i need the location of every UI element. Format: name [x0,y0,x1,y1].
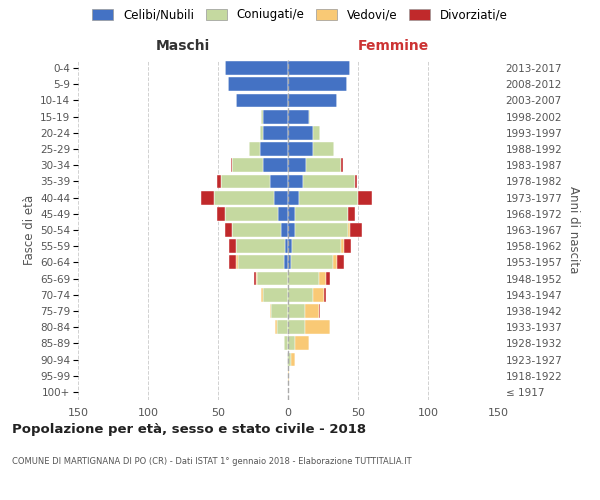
Bar [288,190,299,204]
Bar [295,223,348,237]
Bar [221,174,270,188]
Bar [341,240,344,253]
Bar [288,207,295,220]
Bar [262,110,263,124]
Bar [236,94,288,108]
Bar [325,288,326,302]
Bar [288,126,313,140]
Bar [257,272,288,285]
Bar [260,142,288,156]
Bar [263,126,288,140]
Bar [288,174,304,188]
Bar [295,207,348,220]
Bar [288,304,305,318]
Bar [313,126,320,140]
Bar [288,320,305,334]
Bar [217,207,225,220]
Bar [306,158,341,172]
Bar [350,223,362,237]
Text: Popolazione per età, sesso e stato civile - 2018: Popolazione per età, sesso e stato civil… [12,422,366,436]
Bar [228,78,288,91]
Text: COMUNE DI MARTIGNANA DI PO (CR) - Dati ISTAT 1° gennaio 2018 - Elaborazione TUTT: COMUNE DI MARTIGNANA DI PO (CR) - Dati I… [12,458,412,466]
Bar [288,110,309,124]
Bar [344,240,351,253]
Text: Femmine: Femmine [358,38,428,52]
Bar [271,304,288,318]
Y-axis label: Fasce di età: Fasce di età [23,195,36,265]
Bar [236,256,238,270]
Bar [288,352,291,366]
Bar [236,240,285,253]
Bar [263,110,288,124]
Bar [291,256,333,270]
Bar [229,256,236,270]
Bar [254,272,256,285]
Bar [333,256,337,270]
Bar [337,256,344,270]
Bar [288,223,295,237]
Bar [232,223,281,237]
Bar [263,158,288,172]
Bar [214,190,274,204]
Bar [309,110,310,124]
Bar [238,256,284,270]
Bar [355,174,356,188]
Bar [358,190,372,204]
Bar [232,158,263,172]
Bar [217,174,221,188]
Bar [291,352,295,366]
Bar [288,142,313,156]
Text: Maschi: Maschi [156,38,210,52]
Bar [230,158,232,172]
Bar [225,61,288,75]
Bar [288,288,313,302]
Bar [262,288,263,302]
Bar [281,223,288,237]
Bar [274,190,288,204]
Bar [304,174,355,188]
Bar [288,158,306,172]
Bar [288,369,289,382]
Bar [263,288,288,302]
Bar [288,94,337,108]
Bar [341,158,343,172]
Legend: Celibi/Nubili, Coniugati/e, Vedovi/e, Divorziati/e: Celibi/Nubili, Coniugati/e, Vedovi/e, Di… [90,6,510,24]
Bar [305,304,319,318]
Bar [326,272,330,285]
Bar [256,272,257,285]
Bar [288,61,350,75]
Bar [270,304,271,318]
Bar [277,320,288,334]
Bar [285,240,288,253]
Bar [260,126,263,140]
Bar [299,190,358,204]
Bar [278,207,288,220]
Y-axis label: Anni di nascita: Anni di nascita [566,186,580,274]
Bar [225,207,278,220]
Bar [288,336,295,350]
Bar [319,272,326,285]
Bar [305,320,330,334]
Bar [313,288,325,302]
Bar [319,304,320,318]
Bar [201,190,214,204]
Bar [348,207,355,220]
Bar [229,240,236,253]
Bar [275,320,277,334]
Bar [295,336,309,350]
Bar [284,336,288,350]
Bar [348,223,350,237]
Bar [288,272,319,285]
Bar [292,240,341,253]
Bar [288,240,292,253]
Bar [288,256,291,270]
Bar [288,78,347,91]
Bar [284,256,288,270]
Bar [313,142,334,156]
Bar [287,352,288,366]
Bar [249,142,260,156]
Bar [270,174,288,188]
Bar [225,223,232,237]
